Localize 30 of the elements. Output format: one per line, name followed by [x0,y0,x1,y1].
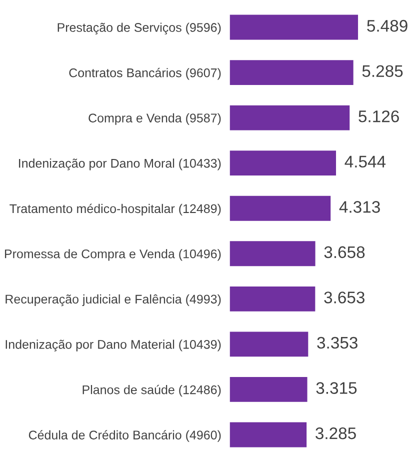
y-tick-label: Indenização por Dano Material (10439) [6,340,221,352]
y-tick-label: Contratos Bancários (9607) [69,68,221,80]
y-tick-label: Promessa de Compra e Venda (10496) [4,249,221,261]
bar [230,241,316,266]
bar [230,377,308,402]
bar [230,286,316,312]
bar [230,150,336,176]
y-tick-label: Prestação de Serviços (9596) [58,22,221,34]
data-label: 5.126 [358,110,399,122]
y-tick-label: Recuperação judicial e Falência (4993) [6,294,221,306]
y-tick-label: Cédula de Crédito Bancário (4960) [28,430,221,442]
y-tick-label: Planos de saúde (12486) [82,384,221,397]
data-label: 4.544 [344,156,386,168]
data-label: 5.285 [362,65,403,78]
bar [230,332,308,357]
data-label: 3.653 [324,292,364,304]
bar [230,60,354,85]
y-tick-label: Compra e Venda (9587) [88,113,221,125]
bar [230,422,307,448]
data-label: 3.658 [324,246,365,258]
bar [230,196,331,221]
y-tick-label: Indenização por Dano Moral (10433) [19,158,221,170]
bar [230,14,358,40]
y-tick-label: Tratamento médico-hospitalar (12489) [10,204,221,216]
data-label: 3.315 [316,382,357,394]
data-label: 5.489 [367,20,408,32]
data-label: 4.313 [339,201,380,213]
data-label: 3.285 [316,427,356,440]
bar [230,105,350,130]
data-label: 3.353 [317,336,358,349]
